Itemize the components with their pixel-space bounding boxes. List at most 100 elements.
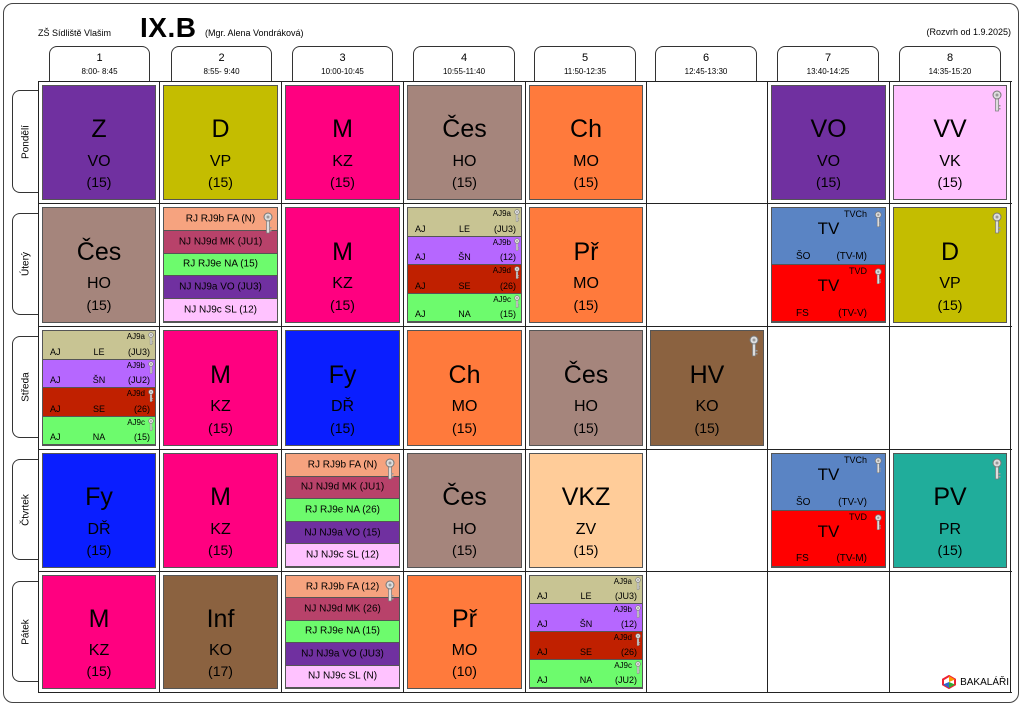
group-row: TVD TV FS (TV-M) [772, 510, 885, 567]
lesson-cell[interactable]: Inf KO (17) [163, 575, 278, 689]
group-row: NJ NJ9c SL (12) [164, 299, 277, 322]
lesson-room: (15) [208, 419, 233, 436]
lesson-teacher: KZ [210, 520, 231, 538]
lesson-room: (15) [452, 174, 477, 191]
lesson-cell[interactable]: Čes HO (15) [529, 330, 643, 446]
group-row: NJ NJ9d MK (26) [286, 598, 399, 621]
lesson-cell[interactable]: M KZ (15) [163, 453, 278, 568]
lesson-subject: M [210, 360, 231, 389]
group-row: NJ NJ9a VO (JU3) [286, 643, 399, 666]
lesson-subject: Př [452, 605, 477, 634]
group-label: NJ NJ9a VO (JU3) [301, 648, 384, 660]
lesson-subject: HV [689, 360, 725, 389]
group-label: NJ NJ9c SL (12) [184, 304, 257, 316]
group-label: NJ NJ9a VO (JU3) [179, 281, 262, 293]
period-header: 5 11:50-12:35 [534, 46, 636, 82]
key-icon [263, 212, 273, 234]
period-time: 10:55-11:40 [442, 67, 486, 76]
lesson-subject: Čes [563, 360, 609, 389]
lesson-cell[interactable]: M KZ (15) [163, 330, 278, 446]
lesson-cell[interactable]: Př MO (10) [407, 575, 522, 689]
lesson-cell[interactable]: Fy DŘ (15) [285, 330, 400, 446]
group-room: (TV-V) [838, 308, 867, 319]
period-time: 13:40-14:25 [806, 67, 850, 76]
period-header: 2 8:55- 9:40 [171, 46, 272, 82]
lesson-cell[interactable]: Př MO (15) [529, 207, 643, 323]
lesson-cell[interactable]: M KZ (15) [285, 85, 400, 200]
group-row: AJ9a AJ LE (JU3) [43, 331, 155, 360]
group-row: NJ NJ9a VO (JU3) [164, 276, 277, 300]
lesson-cell[interactable]: TVCh TV ŠO (TV-M) TVD TV FS (TV-V) [771, 207, 886, 323]
group-name: TVCh [843, 209, 867, 219]
group-row: AJ9c AJ NA (15) [43, 416, 155, 445]
group-subject: AJ [537, 675, 548, 685]
lesson-cell[interactable]: VV VK (15) [893, 85, 1007, 200]
key-icon [635, 577, 641, 590]
group-teacher: LE [580, 591, 592, 601]
lesson-cell[interactable]: AJ9a AJ LE (JU3) AJ9b AJ ŠN (JU2) AJ9d AJ SE (26) AJ… [42, 330, 156, 446]
group-row: TVCh TV ŠO (TV-M) [772, 208, 885, 265]
key-icon [874, 513, 883, 531]
group-label: RJ RJ9e NA (15) [304, 625, 381, 637]
lesson-cell[interactable]: RJ RJ9b FA (12) NJ NJ9d MK (26) RJ RJ9e NA… [285, 575, 400, 689]
lesson-cell[interactable]: VO VO (15) [771, 85, 886, 200]
group-row: AJ9b AJ ŠN (12) [408, 236, 521, 265]
lesson-room: (15) [573, 542, 599, 559]
day-label: Pátek [20, 618, 32, 645]
lesson-cell[interactable]: RJ RJ9b FA (N) NJ NJ9d MK (JU1) RJ RJ9e NA… [285, 453, 400, 568]
lesson-cell[interactable]: TVCh TV ŠO (TV-V) TVD TV FS (TV-M) [771, 453, 886, 568]
group-name: AJ9d [613, 633, 632, 642]
key-icon [635, 633, 641, 646]
period-number: 4 [460, 52, 468, 64]
lesson-subject: M [88, 605, 110, 634]
grid-line [525, 82, 526, 693]
group-label: RJ RJ9b FA (N) [185, 213, 256, 225]
lesson-cell[interactable]: AJ9a AJ LE (JU3) AJ9b AJ ŠN (12) AJ9d AJ SE (26) AJ9… [407, 207, 522, 323]
brand-label: BAKALÁŘI [960, 676, 1009, 688]
lesson-teacher: HO [574, 398, 598, 416]
period-header: 1 8:00- 8:45 [49, 46, 150, 82]
lesson-subject: D [940, 237, 960, 266]
lesson-cell[interactable]: M KZ (15) [285, 207, 400, 323]
lesson-room: (15) [937, 542, 963, 559]
lesson-cell[interactable]: RJ RJ9b FA (N) NJ NJ9d MK (JU1) RJ RJ9e NA… [163, 207, 278, 323]
lesson-cell[interactable]: Fy DŘ (15) [42, 453, 156, 568]
lesson-cell[interactable]: D VP (15) [893, 207, 1007, 323]
lesson-teacher: KZ [88, 642, 110, 660]
key-icon [514, 266, 520, 279]
lesson-subject: VO [810, 115, 847, 144]
lesson-cell[interactable]: Čes HO (15) [407, 453, 522, 568]
group-teacher: ŠN [92, 375, 106, 385]
lesson-cell[interactable]: Z VO (15) [42, 85, 156, 200]
period-time: 8:55- 9:40 [203, 67, 240, 76]
group-name: AJ9c [493, 294, 511, 304]
group-label: NJ NJ9d MK (26) [304, 603, 381, 615]
group-room: (26) [499, 280, 516, 291]
lesson-room: (15) [452, 419, 477, 436]
lesson-cell[interactable]: AJ9a AJ LE (JU3) AJ9b AJ ŠN (12) AJ9d AJ SE (26) AJ9… [529, 575, 643, 689]
lesson-cell[interactable]: Čes HO (15) [42, 207, 156, 323]
lesson-cell[interactable]: M KZ (15) [42, 575, 156, 689]
lesson-cell[interactable]: PV PR (15) [893, 453, 1007, 568]
lesson-cell[interactable]: Čes HO (15) [407, 85, 522, 200]
lesson-cell[interactable]: HV KO (15) [650, 330, 764, 446]
key-icon [514, 209, 520, 222]
lesson-room: (15) [330, 419, 355, 436]
group-row: NJ NJ9a VO (15) [286, 521, 399, 545]
lesson-room: (15) [86, 296, 112, 313]
group-subject: AJ [50, 403, 61, 414]
lesson-cell[interactable]: D VP (15) [163, 85, 278, 200]
lesson-teacher: MO [573, 152, 599, 170]
lesson-cell[interactable]: VKZ ZV (15) [529, 453, 643, 568]
group-teacher: ŠO [796, 251, 811, 262]
lesson-cell[interactable]: Ch MO (15) [407, 330, 522, 446]
lesson-cell[interactable]: Ch MO (15) [529, 85, 643, 200]
group-row: AJ9b AJ ŠN (JU2) [43, 359, 155, 388]
group-row: NJ NJ9d MK (JU1) [164, 230, 277, 254]
group-subject: AJ [537, 591, 548, 601]
lesson-room: (15) [208, 542, 233, 559]
key-icon [874, 211, 883, 228]
day-header: Pátek [12, 581, 39, 682]
group-teacher: NA [458, 309, 471, 319]
group-row: AJ9d AJ SE (26) [530, 632, 642, 660]
